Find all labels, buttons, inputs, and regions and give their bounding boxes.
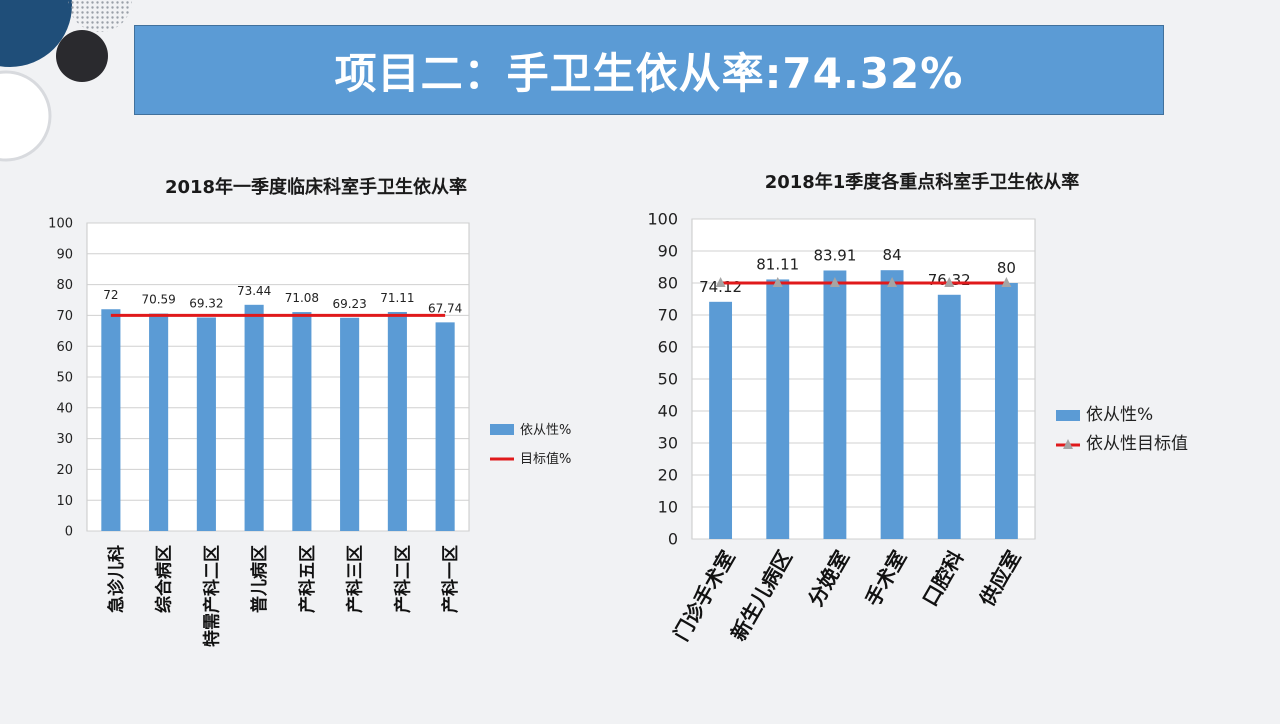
left-category-label: 产科五区 [297, 545, 318, 613]
right-category-label: 手术室 [860, 546, 911, 610]
right-y-tick-label: 20 [658, 466, 678, 485]
right-y-tick-label: 70 [658, 306, 678, 325]
left-data-label: 71.08 [285, 291, 319, 305]
left-category-group: 产科二区 [392, 545, 413, 613]
right-target-marker [715, 277, 726, 287]
left-bar [101, 309, 121, 531]
left-data-label: 73.44 [237, 284, 271, 298]
right-y-tick-label: 30 [658, 434, 678, 453]
decorative-circles [0, 0, 132, 162]
left-legend-bar-label: 依从性% [520, 423, 571, 438]
title-banner: 项目二：手卫生依从率:74.32% [134, 25, 1164, 115]
right-target-marker [772, 277, 783, 287]
left-data-label: 67.74 [428, 301, 462, 315]
left-category-label: 产科三区 [345, 545, 366, 613]
left-y-tick-label: 10 [56, 494, 73, 509]
deco-circle-dark [56, 30, 108, 82]
right-y-tick-label: 100 [647, 210, 678, 229]
right-chart-title: 2018年1季度各重点科室手卫生依从率 [765, 171, 1080, 193]
left-bar [196, 317, 216, 531]
left-y-tick-label: 90 [56, 247, 73, 262]
left-data-label: 69.32 [189, 296, 223, 310]
right-y-tick-label: 40 [658, 402, 678, 421]
left-y-tick-label: 0 [65, 525, 73, 540]
left-category-group: 产科五区 [297, 545, 318, 613]
right-y-tick-label: 0 [668, 530, 678, 549]
right-target-marker [887, 277, 898, 287]
left-y-tick-label: 80 [56, 278, 73, 293]
right-data-label: 80 [997, 259, 1016, 277]
left-category-group: 产科三区 [345, 545, 366, 613]
left-data-label: 72 [103, 288, 118, 302]
right-data-label: 84 [883, 246, 902, 264]
left-data-label: 71.11 [380, 291, 414, 305]
left-y-tick-label: 60 [56, 340, 73, 355]
left-y-tick-label: 70 [56, 309, 73, 324]
chart-clinical-departments: 2018年一季度临床科室手卫生依从率 0 10 20 30 40 50 60 70 80 90 100… [0, 160, 640, 720]
chart-key-departments: 2018年1季度各重点科室手卫生依从率 0 10 20 30 40 50 60 70 80 90 10… [640, 160, 1280, 720]
left-y-tick-label: 20 [56, 463, 73, 478]
left-bar [387, 311, 407, 531]
right-legend-line-label: 依从性目标值 [1086, 434, 1188, 454]
left-category-group: 普儿病区 [249, 545, 270, 613]
chart-right-svg: 2018年1季度各重点科室手卫生依从率 0 10 20 30 40 50 60 70 80 90 10… [647, 171, 1188, 645]
left-y-tick-label: 100 [48, 217, 73, 232]
right-y-tick-label: 60 [658, 338, 678, 357]
deco-circle-white [0, 70, 52, 162]
right-bar [880, 270, 904, 539]
left-category-label: 急诊儿科 [106, 545, 127, 613]
left-legend-line-label: 目标值% [520, 451, 571, 467]
right-data-label: 81.11 [756, 255, 799, 273]
right-data-label: 83.91 [813, 246, 856, 264]
deco-circle-blue [0, 0, 72, 67]
right-target-marker [944, 277, 955, 287]
left-category-group: 综合病区 [154, 545, 175, 613]
right-category-label: 分娩室 [803, 546, 854, 610]
right-bar [994, 283, 1018, 539]
right-y-tick-label: 10 [658, 498, 678, 517]
left-y-tick-label: 50 [56, 371, 73, 386]
right-target-marker [1001, 277, 1012, 287]
right-y-tick-label: 90 [658, 242, 678, 261]
right-legend-marker [1063, 439, 1073, 449]
right-legend-bar-swatch [1056, 410, 1080, 421]
left-y-tick-label: 30 [56, 432, 73, 447]
left-category-label: 产科一区 [440, 545, 461, 613]
left-y-tick-label: 40 [56, 401, 73, 416]
left-bar [149, 313, 169, 531]
left-data-label: 70.59 [141, 293, 175, 307]
right-legend-bar-label: 依从性% [1086, 405, 1153, 425]
right-y-tick-label: 50 [658, 370, 678, 389]
left-category-label: 综合病区 [154, 545, 175, 613]
left-bar [292, 312, 312, 531]
right-target-marker [829, 277, 840, 287]
left-category-label: 普儿病区 [249, 545, 270, 613]
left-category-group: 急诊儿科 [106, 545, 127, 613]
right-bar [937, 294, 961, 539]
left-chart-title: 2018年一季度临床科室手卫生依从率 [165, 176, 467, 198]
right-category-group: 供应室 [974, 546, 1025, 611]
right-category-label: 口腔科 [918, 546, 969, 610]
left-category-label: 特需产科二区 [201, 545, 222, 647]
left-bar [435, 322, 455, 531]
right-category-group: 口腔科 [918, 546, 969, 610]
left-legend-bar-swatch [490, 424, 514, 435]
left-bar [340, 317, 360, 531]
left-category-group: 产科一区 [440, 545, 461, 613]
deco-circle-dots [68, 0, 132, 32]
left-category-label: 产科二区 [392, 545, 413, 613]
right-category-group: 分娩室 [803, 546, 854, 610]
right-bar [766, 279, 790, 539]
right-category-group: 手术室 [860, 546, 911, 610]
left-data-label: 69.23 [332, 297, 366, 311]
left-bar [244, 304, 264, 531]
right-category-label: 供应室 [974, 546, 1025, 611]
right-bar [823, 270, 847, 539]
left-category-group: 特需产科二区 [201, 545, 222, 647]
slide-title: 项目二：手卫生依从率:74.32% [334, 48, 964, 98]
right-y-tick-label: 80 [658, 274, 678, 293]
chart-left-svg: 2018年一季度临床科室手卫生依从率 0 10 20 30 40 50 60 70 80 90 100… [48, 176, 571, 647]
right-bar [709, 301, 733, 539]
